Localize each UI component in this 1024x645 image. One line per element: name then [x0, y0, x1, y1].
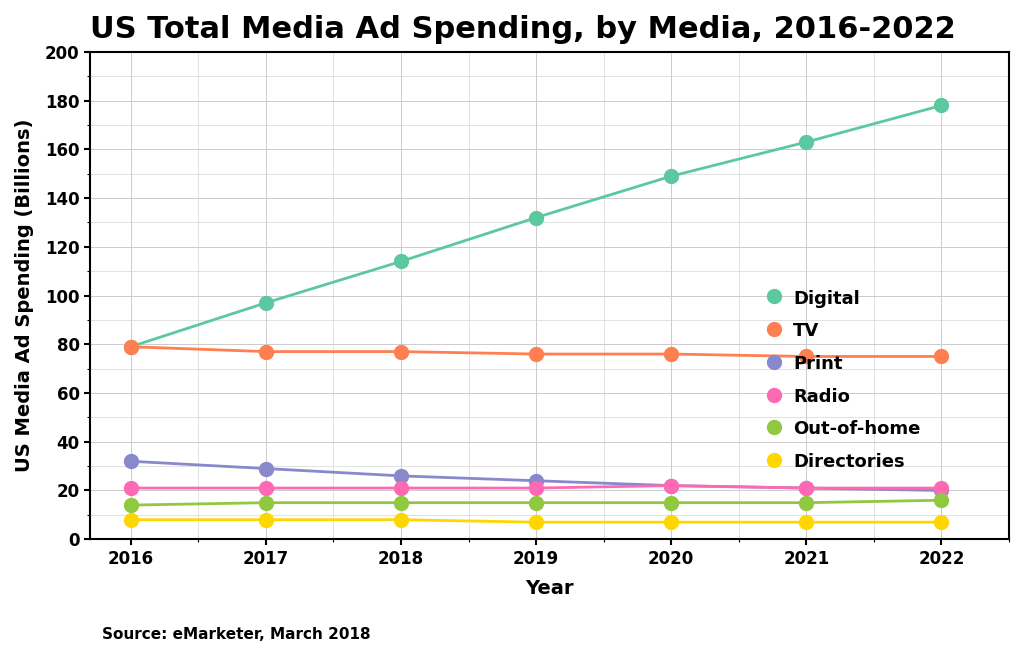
Line: Out-of-home: Out-of-home: [124, 493, 948, 512]
Text: Source: eMarketer, March 2018: Source: eMarketer, March 2018: [102, 626, 371, 642]
Radio: [665, 482, 677, 490]
Directories: [529, 519, 542, 526]
Line: Directories: Directories: [124, 513, 948, 529]
Out-of-home: [529, 499, 542, 506]
Y-axis label: US Media Ad Spending (Billions): US Media Ad Spending (Billions): [15, 119, 34, 472]
Print: [665, 482, 677, 490]
TV: [665, 350, 677, 358]
Digital: [800, 138, 812, 146]
Line: Radio: Radio: [124, 479, 948, 495]
TV: [800, 353, 812, 361]
Digital: [395, 257, 408, 265]
Print: [395, 472, 408, 480]
Line: Digital: Digital: [124, 99, 948, 353]
Directories: [800, 519, 812, 526]
Text: US Total Media Ad Spending, by Media, 2016-2022: US Total Media Ad Spending, by Media, 20…: [90, 15, 955, 44]
TV: [395, 348, 408, 355]
Directories: [125, 516, 137, 524]
TV: [935, 353, 947, 361]
Out-of-home: [935, 497, 947, 504]
Digital: [260, 299, 272, 307]
Radio: [800, 484, 812, 492]
Out-of-home: [800, 499, 812, 506]
Line: TV: TV: [124, 340, 948, 363]
Print: [800, 484, 812, 492]
TV: [125, 343, 137, 351]
Print: [935, 486, 947, 494]
Digital: [529, 213, 542, 221]
Print: [125, 457, 137, 465]
Print: [529, 477, 542, 484]
Line: Print: Print: [124, 454, 948, 497]
Directories: [260, 516, 272, 524]
Digital: [935, 102, 947, 110]
TV: [529, 350, 542, 358]
Radio: [935, 484, 947, 492]
Out-of-home: [260, 499, 272, 506]
Digital: [125, 343, 137, 351]
Directories: [395, 516, 408, 524]
X-axis label: Year: Year: [525, 579, 573, 598]
Radio: [395, 484, 408, 492]
Out-of-home: [395, 499, 408, 506]
Out-of-home: [125, 501, 137, 509]
Radio: [125, 484, 137, 492]
Radio: [529, 484, 542, 492]
Directories: [665, 519, 677, 526]
Directories: [935, 519, 947, 526]
Out-of-home: [665, 499, 677, 506]
Legend: Digital, TV, Print, Radio, Out-of-home, Directories: Digital, TV, Print, Radio, Out-of-home, …: [761, 280, 930, 480]
TV: [260, 348, 272, 355]
Print: [260, 464, 272, 472]
Digital: [665, 172, 677, 180]
Radio: [260, 484, 272, 492]
